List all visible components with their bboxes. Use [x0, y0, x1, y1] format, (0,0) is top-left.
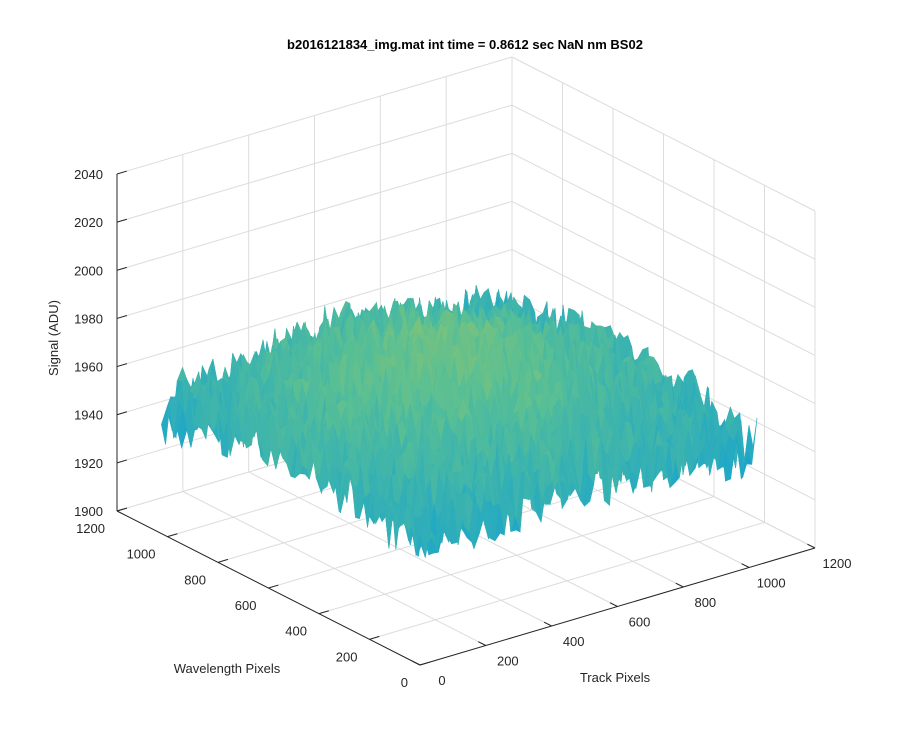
x-tick-label: 0: [438, 673, 445, 688]
y-tick: [419, 661, 431, 666]
x-tick-label: 1000: [757, 576, 786, 591]
chart-title: b2016121834_img.mat int time = 0.8612 se…: [287, 37, 643, 52]
z-tick: [116, 411, 128, 416]
y-tick-label: 1200: [76, 521, 105, 536]
grid-line: [318, 496, 715, 615]
x-tick: [807, 543, 816, 549]
z-tick-label: 1980: [74, 311, 103, 326]
z-tick-label: 2040: [74, 167, 103, 182]
y-axis-label: Wavelength Pixels: [174, 661, 281, 676]
grid-line: [511, 56, 816, 212]
grid-line: [116, 249, 513, 368]
y-tick-label: 600: [235, 598, 257, 613]
z-tick: [116, 315, 128, 319]
y-tick: [217, 558, 229, 563]
grid-line: [116, 56, 513, 175]
x-tick: [543, 621, 552, 627]
y-tick: [268, 584, 279, 589]
z-tick-label: 1940: [74, 408, 103, 423]
z-tick-label: 1960: [74, 360, 103, 375]
z-tick: [116, 170, 128, 175]
grid-line: [511, 249, 816, 405]
x-tick: [741, 563, 750, 568]
surface-plot: [161, 285, 758, 559]
z-tick: [116, 218, 128, 223]
y-tick-label: 800: [184, 572, 206, 587]
z-tick: [116, 363, 128, 368]
grid-line: [511, 152, 816, 308]
z-tick-label: 1920: [74, 456, 103, 471]
y-tick-label: 200: [336, 649, 358, 664]
z-tick-label: 1900: [74, 504, 103, 519]
y-tick: [318, 610, 330, 615]
grid-line: [116, 152, 513, 271]
x-tick-label: 800: [694, 595, 716, 610]
x-axis-label: Track Pixels: [580, 670, 651, 685]
z-tick-label: 2020: [74, 215, 103, 230]
z-tick: [116, 459, 128, 464]
x-tick: [675, 582, 684, 588]
x-tick-label: 200: [497, 654, 519, 669]
y-tick: [369, 635, 380, 640]
y-tick-label: 400: [285, 624, 307, 639]
y-tick: [167, 533, 178, 538]
x-tick: [412, 660, 421, 666]
x-tick: [478, 641, 487, 646]
grid-line: [511, 200, 816, 356]
grid-line: [511, 104, 816, 260]
z-axis-label: Signal (ADU): [46, 300, 61, 376]
y-tick-label: 1000: [127, 547, 156, 562]
z-tick-label: 2000: [74, 263, 103, 278]
grid-line: [116, 104, 513, 223]
y-tick-label: 0: [401, 675, 408, 690]
grid-line: [369, 521, 765, 640]
x-tick: [609, 602, 618, 607]
z-tick: [116, 507, 128, 512]
x-tick-label: 600: [629, 615, 651, 630]
z-tick: [116, 266, 128, 271]
x-tick-label: 400: [563, 634, 585, 649]
x-tick-label: 1200: [823, 556, 852, 571]
grid-line: [116, 200, 513, 319]
